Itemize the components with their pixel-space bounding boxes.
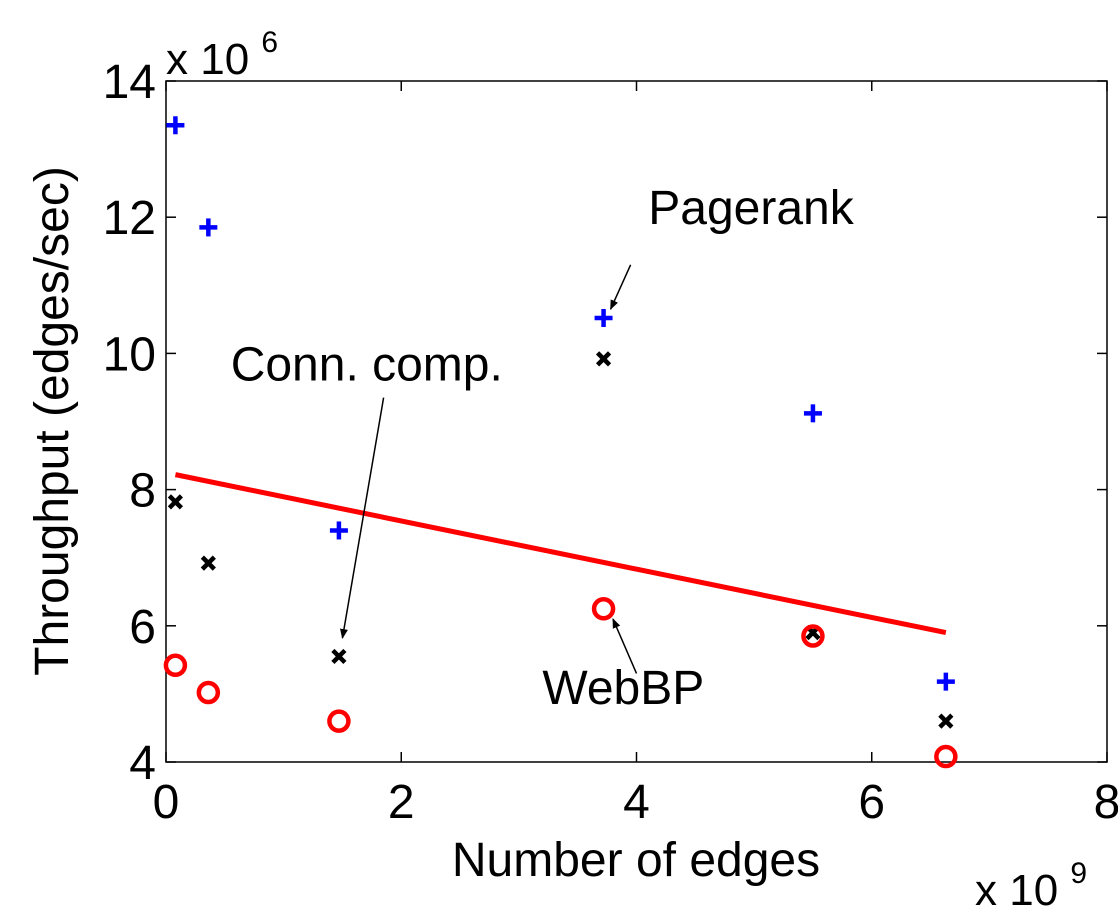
data-marks [163, 116, 958, 769]
annotation-label: WebBP [542, 662, 704, 715]
plus-marker [329, 521, 348, 540]
y-tick-label: 10 [103, 328, 156, 381]
plus-marker [199, 218, 218, 237]
plus-marker [594, 308, 613, 327]
y-tick-label: 4 [129, 737, 156, 790]
y-tick-label: 6 [129, 601, 156, 654]
trend-line [174, 472, 947, 636]
x-marker-b [200, 555, 216, 571]
plus-marker [803, 404, 822, 423]
x-tick-label: 8 [1094, 776, 1118, 829]
x-multiplier-exponent: 9 [1070, 857, 1087, 890]
circle-marker [163, 653, 188, 678]
circle-marker [801, 624, 825, 648]
circle-marker [591, 597, 616, 621]
plus-marker [166, 116, 185, 135]
x-marker-b [167, 494, 184, 510]
y-tick-label: 8 [129, 465, 156, 518]
x-marker [938, 713, 954, 729]
x-marker [595, 351, 612, 367]
x-marker [167, 494, 184, 510]
annotation-label: Conn. comp. [231, 339, 503, 392]
x-axis-label: Number of edges [452, 834, 820, 887]
annotation-arrow [340, 397, 385, 640]
y-tick-label: 14 [103, 56, 156, 109]
axis-ticks: 0 2 4 6 8 4 6 8 10 12 14 [103, 56, 1118, 829]
x-multiplier-base: x 10 [975, 866, 1058, 915]
x-marker-b [595, 351, 612, 367]
circle-marker [327, 709, 351, 733]
y-tick-label: 12 [103, 192, 156, 245]
annotation-arrow [609, 264, 632, 311]
plot-area [165, 80, 1108, 763]
x-marker [200, 555, 216, 571]
annotation-label: Pagerank [648, 182, 854, 235]
circle-marker [934, 744, 958, 769]
circle-marker [196, 680, 221, 705]
y-axis-label: Throughput (edges/sec) [26, 166, 79, 676]
y-multiplier-label: x 10 6 [166, 26, 278, 84]
x-marker-b [331, 648, 347, 665]
plus-marker [936, 672, 955, 691]
x-marker-b [938, 713, 954, 729]
annotations-group: Pagerank Conn. comp. WebBP [231, 182, 855, 715]
x-tick-label: 2 [388, 776, 415, 829]
x-tick-label: 0 [153, 776, 180, 829]
trend-line-group [174, 472, 947, 636]
x-marker [331, 648, 347, 665]
x-tick-label: 4 [623, 776, 650, 829]
y-multiplier-base: x 10 [166, 35, 249, 84]
annotation-arrow [612, 618, 638, 674]
y-multiplier-exponent: 6 [261, 26, 278, 59]
x-multiplier-label: x 10 9 [975, 857, 1087, 915]
x-tick-label: 6 [858, 776, 885, 829]
